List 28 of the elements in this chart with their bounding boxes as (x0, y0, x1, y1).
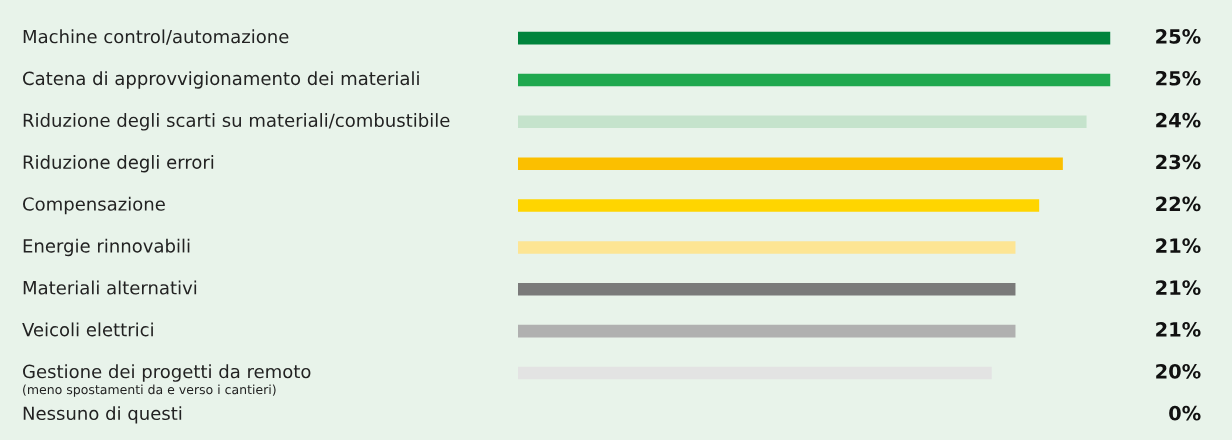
y-tick-label: Materiali alternativi (23, 280, 197, 295)
y-tick-label: Riduzione degli scarti su materiali/combustibile (23, 113, 450, 131)
data-label: 21% (1156, 322, 1201, 337)
y-tick-label: Energie rinnovabili (23, 238, 190, 257)
bar (518, 157, 1063, 170)
y-tick-label: Nessuno di questi (23, 406, 182, 424)
bar (518, 283, 1016, 296)
data-label: 0% (1169, 405, 1201, 421)
bar (518, 73, 1111, 87)
data-label: 21% (1156, 280, 1201, 295)
bar (518, 241, 1016, 254)
y-tick-label: Compensazione (23, 196, 165, 215)
y-tick-label: Catena di approvvigionamento dei materiali (23, 71, 419, 89)
data-label: 20% (1156, 363, 1201, 379)
y-tick-label: Machine control/automazione (23, 29, 289, 45)
y-tick-label: Gestione dei progetti da remoto (meno spostamenti da e verso i cantieri) (23, 364, 311, 397)
data-label: 22% (1156, 196, 1201, 212)
bar (518, 115, 1087, 129)
data-label: 24% (1156, 112, 1201, 128)
bar (518, 31, 1111, 45)
bar (518, 324, 1016, 338)
bar (518, 199, 1040, 212)
data-label: 23% (1156, 154, 1201, 170)
y-tick-label: Veicoli elettrici (22, 322, 153, 337)
y-tick-label: Riduzione degli errori (23, 154, 214, 173)
data-label: 25% (1156, 29, 1201, 44)
data-label: 21% (1156, 238, 1201, 254)
data-label: 25% (1156, 70, 1201, 86)
